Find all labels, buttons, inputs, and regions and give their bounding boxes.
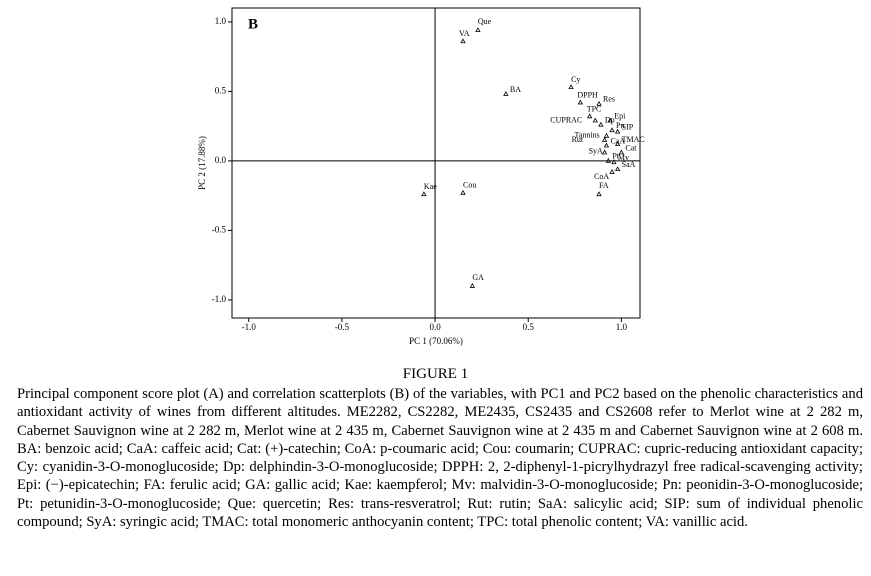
point-label: Pt [612, 152, 619, 161]
point-label: CoA [594, 172, 609, 181]
point-label: Cat [625, 143, 637, 152]
y-tick-label: 0.5 [215, 85, 227, 95]
x-tick-label: -1.0 [242, 322, 257, 332]
point [614, 128, 621, 134]
point-label: Res [603, 95, 615, 104]
point [475, 27, 481, 33]
point [587, 113, 593, 119]
point-label: Rut [572, 135, 584, 144]
point-label: Tannins [574, 131, 599, 140]
point-label: FA [599, 181, 609, 190]
x-tick-label: 1.0 [616, 322, 628, 332]
y-tick-label: 1.0 [215, 16, 227, 26]
point-label: Que [478, 17, 492, 26]
point [601, 137, 608, 142]
point-label: Mv [618, 153, 629, 162]
x-tick-label: -0.5 [335, 322, 350, 332]
figure-label: FIGURE 1 [402, 366, 469, 382]
panel-label: B [248, 16, 258, 32]
point-label: Pn [616, 121, 624, 130]
point [605, 157, 612, 163]
y-tick-label: 0.0 [215, 155, 227, 165]
point-label: TPC [587, 104, 602, 113]
point [592, 117, 598, 123]
point [614, 166, 621, 172]
point [607, 117, 613, 123]
point [568, 84, 574, 90]
y-axis-label: PC 2 (17.88%) [197, 136, 207, 190]
point-label: CUPRAC [550, 115, 582, 124]
figure-caption: Principal component score plot (A) and c… [17, 386, 863, 531]
point [577, 99, 584, 105]
chart: B PC 1 (70.06%) PC 2 (17.88%) -1.0 -0.5 0.… [197, 7, 645, 346]
point [614, 141, 621, 147]
point [596, 100, 602, 106]
y-tick-label: -1.0 [212, 294, 227, 304]
point [421, 191, 427, 197]
point [603, 142, 610, 148]
point-label: BA [510, 85, 521, 94]
point [609, 127, 615, 133]
point [460, 189, 466, 195]
point-label: Dp [605, 116, 615, 125]
point-label: Epi [614, 111, 626, 120]
point-label: VA [459, 29, 470, 38]
point [618, 149, 625, 155]
x-axis-label: PC 1 (70.06%) [409, 336, 463, 346]
y-tick-label: -0.5 [212, 224, 227, 234]
point [609, 169, 615, 174]
point [460, 38, 466, 44]
point [611, 159, 617, 165]
point [469, 283, 476, 288]
point-label: Cy [571, 75, 580, 84]
point [598, 121, 604, 127]
point [601, 149, 608, 155]
point-label: CaA [610, 136, 625, 145]
point-label: DPPH [577, 90, 598, 99]
point-label: SIP [622, 123, 634, 132]
point-label: TMAC [622, 135, 645, 144]
point-label: GA [472, 273, 484, 282]
point-label: Kae [424, 182, 437, 191]
x-tick-label: 0.5 [523, 322, 535, 332]
x-tick-label: 0.0 [429, 322, 441, 332]
point-label: Cou [463, 181, 476, 190]
point [503, 91, 509, 96]
point-label: SaA [622, 160, 636, 169]
plot-frame [231, 7, 641, 319]
point-label: SyA [589, 146, 603, 155]
point [603, 132, 610, 138]
point [596, 191, 602, 197]
